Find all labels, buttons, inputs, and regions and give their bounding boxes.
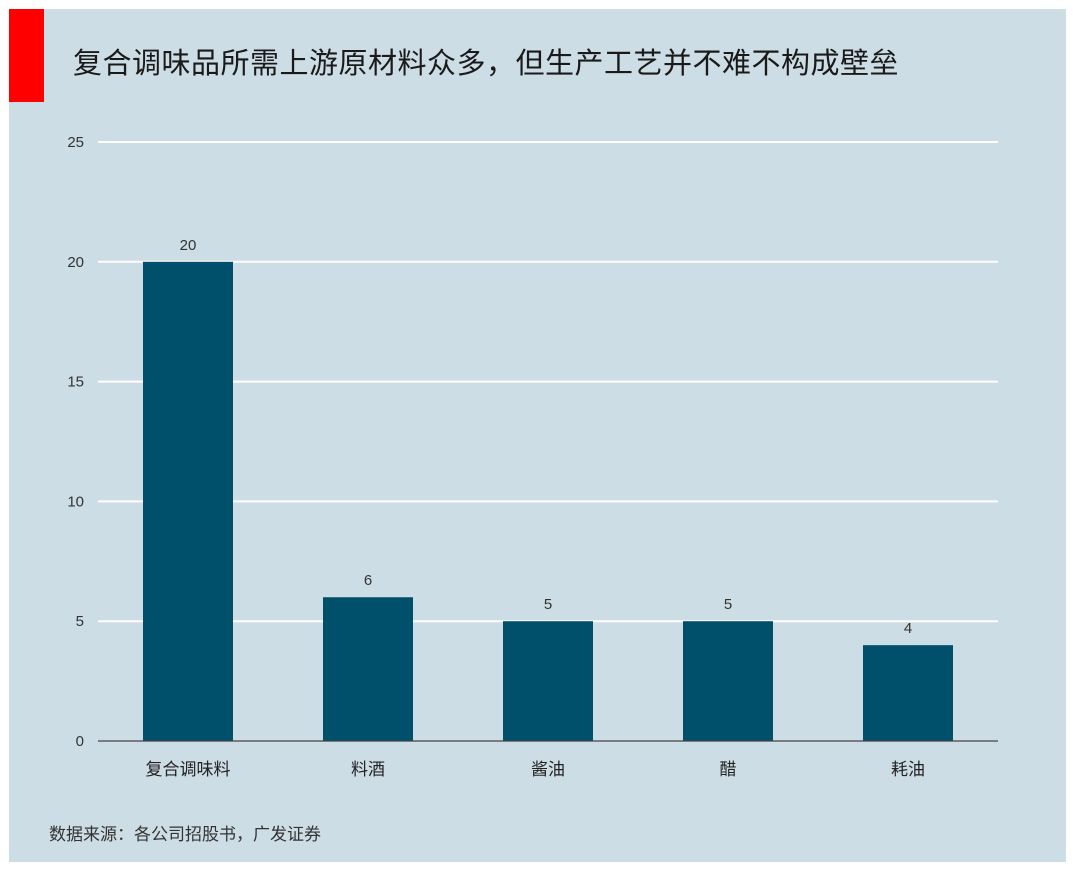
bar-value-label: 5 (724, 596, 732, 613)
bar-value-label: 4 (904, 620, 912, 637)
chart-title: 复合调味品所需上游原材料众多，但生产工艺并不难不构成壁垒 (73, 46, 900, 80)
bar (143, 261, 233, 741)
data-labels: 20 6 5 5 4 (180, 237, 913, 637)
bar (863, 645, 953, 741)
bar (683, 621, 773, 741)
bar (503, 621, 593, 741)
y-tick-label: 10 (67, 493, 84, 510)
y-tick-label: 5 (76, 613, 84, 630)
x-category-label: 料酒 (351, 760, 385, 780)
bar (323, 597, 413, 741)
y-tick-label: 15 (67, 374, 84, 391)
accent-bar (9, 9, 44, 102)
y-tick-label: 0 (76, 733, 84, 750)
bars (143, 261, 953, 741)
x-category-label: 复合调味料 (146, 760, 231, 780)
x-category-label: 醋 (720, 760, 737, 780)
x-category-label: 耗油 (891, 760, 925, 780)
bar-value-label: 5 (544, 596, 552, 613)
bar-value-label: 6 (364, 572, 372, 589)
source-note: 数据来源：各公司招股书，广发证券 (49, 825, 321, 845)
x-category-label: 酱油 (531, 760, 565, 780)
y-tick-label: 20 (67, 254, 84, 271)
bar-value-label: 20 (180, 237, 197, 254)
y-tick-label: 25 (67, 134, 84, 151)
gridlines (98, 141, 998, 623)
x-axis-categories: 复合调味料 料酒 酱油 醋 耗油 (146, 760, 926, 780)
y-axis-ticks: 0 5 10 15 20 25 (67, 134, 84, 750)
